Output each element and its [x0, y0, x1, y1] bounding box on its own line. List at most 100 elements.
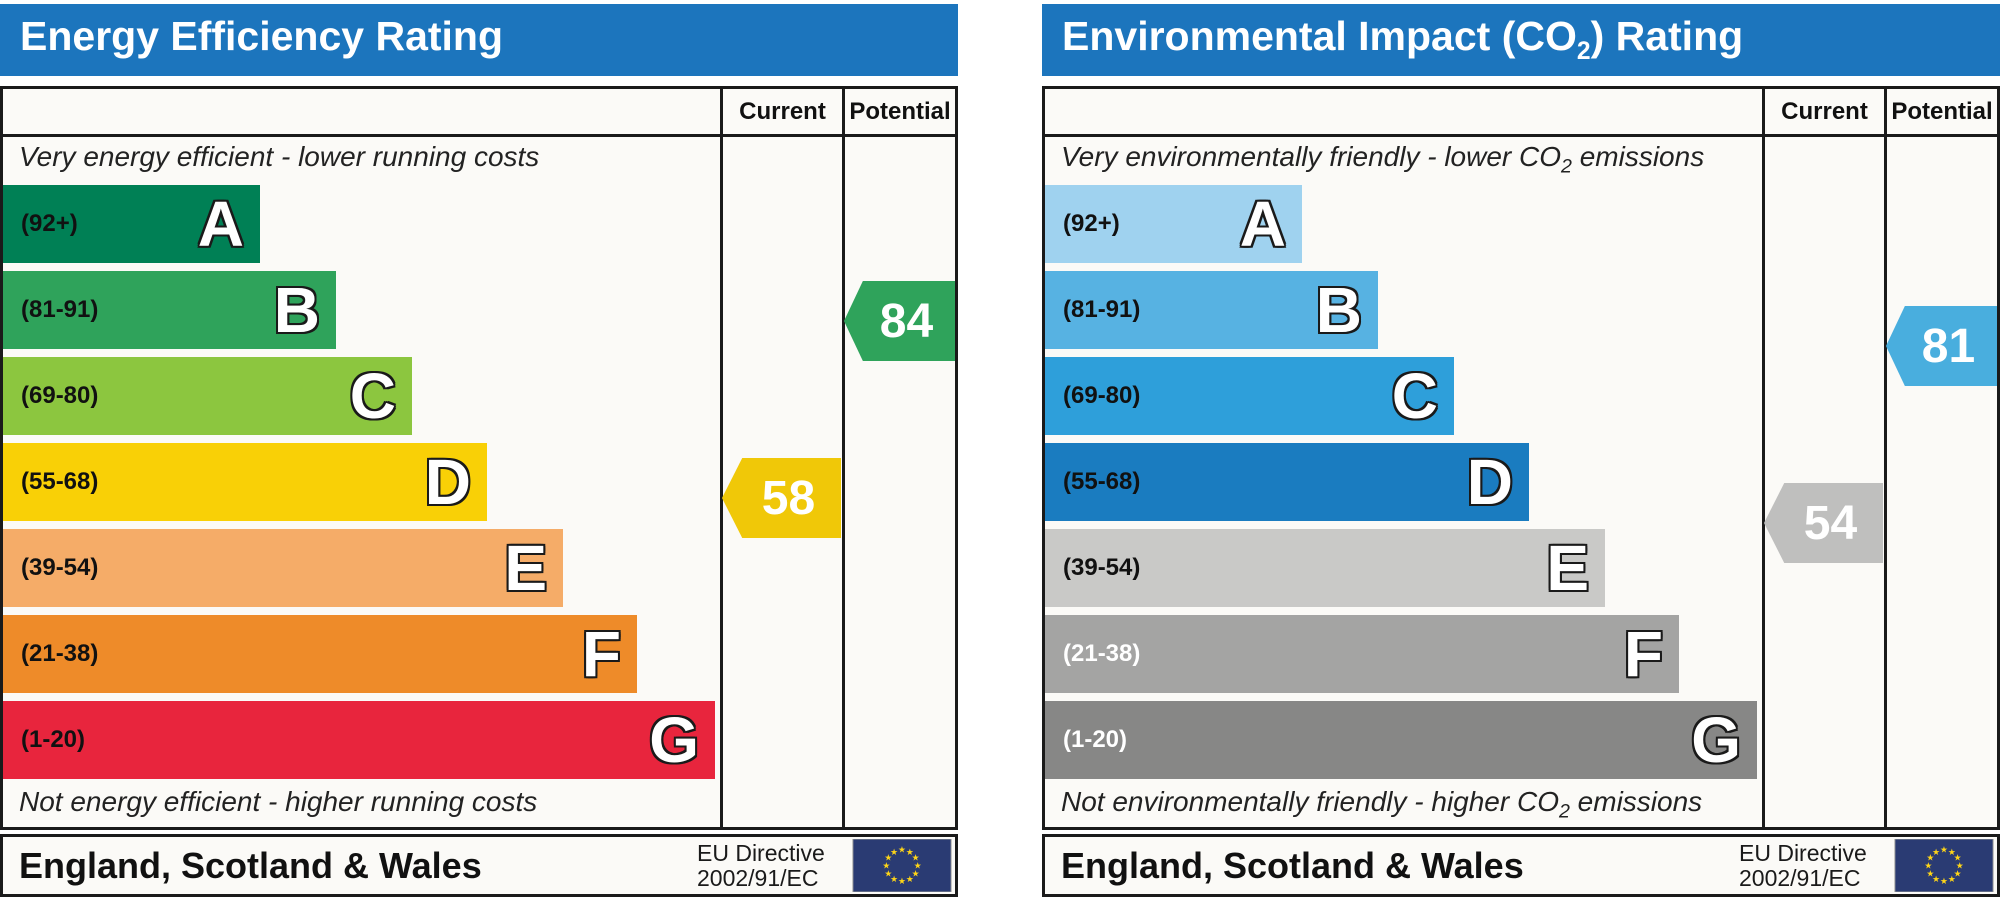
band-row-g: (1-20) G: [1045, 701, 1757, 779]
column-header-potential: Potential: [1891, 97, 1993, 125]
svg-text:★: ★: [890, 875, 898, 885]
band-row-g: (1-20) G: [3, 701, 715, 779]
band-row-c: (69-80) C: [3, 357, 412, 435]
band-range: (81-91): [1063, 296, 1141, 323]
band-letter: G: [1691, 704, 1741, 776]
note-bottom-sub: 2: [1558, 800, 1570, 823]
svg-text:★: ★: [906, 875, 914, 885]
band-row-a: (92+) A: [1045, 185, 1302, 263]
svg-text:★: ★: [1956, 861, 1964, 871]
band-range: (1-20): [21, 726, 86, 753]
band-letter: E: [1546, 532, 1589, 604]
chart-title-bar: Energy Efficiency Rating: [0, 4, 958, 76]
region-label: England, Scotland & Wales: [1061, 844, 1524, 886]
band-letter: F: [581, 618, 621, 690]
band-row-e: (39-54) E: [1045, 529, 1605, 607]
band-row-c: (69-80) C: [1045, 357, 1454, 435]
svg-text:★: ★: [884, 854, 892, 864]
band-letter: A: [197, 188, 244, 260]
environmental-impact-chart: Environmental Impact (CO2) Rating Curren…: [1042, 0, 2000, 899]
svg-text:★: ★: [912, 854, 920, 864]
energy-efficiency-chart: Energy Efficiency Rating Current Potenti…: [0, 0, 958, 899]
eu-directive-line2: 2002/91/EC: [1739, 865, 1861, 891]
chart-footer: England, Scotland & Wales EU Directive 2…: [1042, 834, 2000, 897]
note-bottom-text: Not energy efficient - higher running co…: [19, 786, 538, 817]
note-bottom: Not energy efficient - higher running co…: [19, 786, 537, 824]
eu-flag: ★ ★ ★★ ★★ ★★ ★★ ★★: [852, 839, 952, 892]
band-row-d: (55-68) D: [1045, 443, 1529, 521]
band-range: (21-38): [21, 640, 99, 667]
svg-text:★: ★: [898, 846, 906, 856]
band-letter: G: [649, 704, 699, 776]
band-range: (69-80): [21, 382, 99, 409]
svg-text:★: ★: [1932, 848, 1940, 858]
band-row-b: (81-91) B: [1045, 271, 1378, 349]
chart-title: Energy Efficiency Rating: [0, 13, 503, 66]
column-header-current: Current: [1781, 97, 1868, 125]
column-divider: [1884, 89, 1887, 827]
table-header-row: Current Potential: [1045, 89, 1997, 137]
svg-text:★: ★: [882, 861, 890, 871]
potential-rating-value: 81: [1921, 319, 1976, 373]
svg-text:★: ★: [898, 877, 906, 887]
band-letter: D: [1466, 446, 1513, 518]
band-range: (55-68): [1063, 468, 1141, 495]
rating-table: Current Potential Very environmentally f…: [1042, 86, 2000, 830]
band-row-d: (55-68) D: [3, 443, 487, 521]
svg-text:★: ★: [890, 848, 898, 858]
note-bottom-suffix: emissions: [1569, 786, 1703, 817]
band-row-b: (81-91) B: [3, 271, 336, 349]
column-divider: [720, 89, 723, 827]
column-divider: [1762, 89, 1765, 827]
band-letter: E: [504, 532, 547, 604]
svg-text:★: ★: [1926, 854, 1934, 864]
note-top: Very energy efficient - lower running co…: [19, 141, 539, 179]
chart-title: Environmental Impact (CO2) Rating: [1042, 13, 1743, 66]
potential-rating-arrow: 84: [844, 281, 955, 361]
band-range: (1-20): [1063, 726, 1128, 753]
current-rating-arrow: 54: [1764, 483, 1883, 563]
column-header-current: Current: [739, 97, 826, 125]
svg-text:★: ★: [1940, 846, 1948, 856]
band-range: (81-91): [21, 296, 99, 323]
eu-directive-label: EU Directive 2002/91/EC: [1739, 841, 1867, 891]
svg-text:★: ★: [884, 869, 892, 879]
svg-text:★: ★: [1954, 869, 1962, 879]
svg-text:★: ★: [1954, 854, 1962, 864]
svg-text:★: ★: [1948, 848, 1956, 858]
band-letter: C: [349, 360, 396, 432]
rating-table: Current Potential Very energy efficient …: [0, 86, 958, 830]
band-range: (39-54): [21, 554, 99, 581]
potential-rating-value: 84: [879, 294, 934, 348]
band-letter: F: [1623, 618, 1663, 690]
svg-text:★: ★: [912, 869, 920, 879]
note-top-suffix: emissions: [1571, 141, 1705, 172]
current-rating-value: 54: [1803, 496, 1858, 550]
band-letter: A: [1239, 188, 1286, 260]
note-top-text: Very energy efficient - lower running co…: [19, 141, 540, 172]
eu-directive-line1: EU Directive: [1739, 840, 1867, 866]
svg-text:★: ★: [1948, 875, 1956, 885]
band-letter: D: [424, 446, 471, 518]
note-top-text: Very environmentally friendly - lower CO: [1061, 141, 1562, 172]
chart-title-bar: Environmental Impact (CO2) Rating: [1042, 4, 2000, 76]
potential-rating-arrow: 81: [1886, 306, 1997, 386]
note-top-sub: 2: [1561, 155, 1572, 178]
svg-text:★: ★: [1940, 877, 1948, 887]
note-bottom-text: Not environmentally friendly - higher CO: [1061, 786, 1559, 817]
band-row-a: (92+) A: [3, 185, 260, 263]
current-rating-arrow: 58: [722, 458, 841, 538]
band-range: (21-38): [1063, 640, 1141, 667]
band-letter: B: [1315, 274, 1362, 346]
band-row-e: (39-54) E: [3, 529, 563, 607]
region-label: England, Scotland & Wales: [19, 844, 482, 886]
svg-text:★: ★: [1926, 869, 1934, 879]
eu-directive-label: EU Directive 2002/91/EC: [697, 841, 825, 891]
chart-footer: England, Scotland & Wales EU Directive 2…: [0, 834, 958, 897]
band-range: (92+): [1063, 210, 1120, 237]
band-letter: C: [1391, 360, 1438, 432]
chart-title-text: Energy Efficiency Rating: [20, 13, 504, 60]
chart-title-text: Environmental Impact (CO: [1062, 13, 1577, 60]
chart-title-sub: 2: [1576, 38, 1591, 66]
band-range: (39-54): [1063, 554, 1141, 581]
